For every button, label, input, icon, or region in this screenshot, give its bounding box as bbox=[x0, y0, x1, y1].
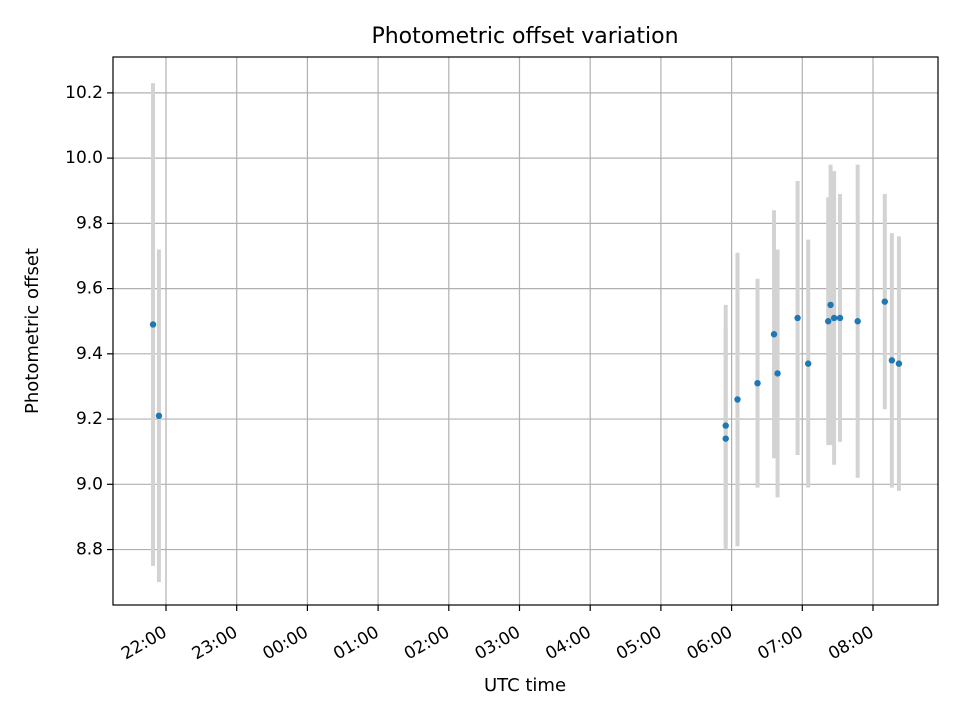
y-tick-label: 9.4 bbox=[76, 344, 103, 364]
y-tick-label: 9.0 bbox=[76, 474, 103, 494]
grid bbox=[113, 57, 938, 605]
x-tick-label: 03:00 bbox=[472, 622, 524, 664]
x-tick-label: 08:00 bbox=[825, 622, 877, 664]
data-point bbox=[794, 314, 801, 322]
y-tick-label: 8.8 bbox=[76, 540, 103, 560]
data-point bbox=[895, 360, 903, 367]
data-point bbox=[836, 314, 844, 322]
y-tick-label: 9.8 bbox=[76, 213, 103, 233]
y-tick-label: 10.0 bbox=[65, 148, 103, 168]
y-tick-label: 9.2 bbox=[76, 409, 103, 429]
y-axis-label: Photometric offset bbox=[22, 248, 43, 414]
x-tick-label: 23:00 bbox=[189, 622, 241, 664]
x-tick-label: 07:00 bbox=[754, 622, 806, 664]
x-axis-label: UTC time bbox=[484, 675, 566, 696]
data-point bbox=[754, 379, 761, 387]
x-tick-label: 06:00 bbox=[684, 622, 736, 664]
y-tick-label: 10.2 bbox=[65, 83, 103, 103]
data-point bbox=[149, 321, 157, 328]
x-tick-label: 04:00 bbox=[542, 622, 594, 664]
data-point bbox=[734, 396, 741, 403]
data-point bbox=[774, 370, 781, 377]
data-point bbox=[722, 422, 729, 429]
data-point bbox=[155, 412, 163, 420]
data-point bbox=[854, 318, 861, 325]
x-tick-label: 01:00 bbox=[330, 622, 382, 664]
data-point bbox=[888, 357, 896, 364]
data-point bbox=[881, 298, 888, 305]
data-point bbox=[825, 318, 832, 325]
chart-title: Photometric offset variation bbox=[371, 24, 678, 49]
x-tick-label: 00:00 bbox=[259, 622, 311, 664]
data-point bbox=[827, 301, 834, 309]
x-tick-label: 02:00 bbox=[401, 622, 453, 664]
data-point bbox=[830, 314, 838, 322]
x-tick-label: 05:00 bbox=[613, 622, 665, 664]
x-tick-label: 22:00 bbox=[118, 622, 170, 664]
y-tick-label: 9.6 bbox=[76, 279, 103, 299]
data-point bbox=[770, 331, 778, 338]
data-point bbox=[804, 360, 812, 367]
y-axis-ticks: 8.8 9.0 9.2 9.4 9.6 9.8 10.0 10.2 bbox=[65, 83, 113, 560]
data-point bbox=[722, 435, 729, 442]
plot-frame bbox=[112, 56, 939, 606]
data-points bbox=[149, 298, 903, 442]
x-axis-ticks: 22:00 23:00 00:00 01:00 02:00 03:00 04:00 05:00… bbox=[118, 605, 878, 664]
